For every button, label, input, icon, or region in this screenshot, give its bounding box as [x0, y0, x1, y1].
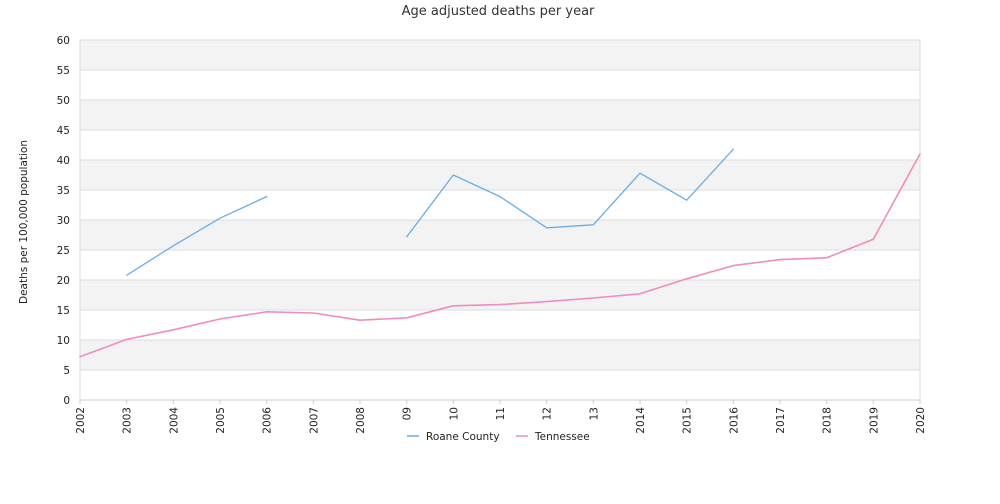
grid-band: [80, 70, 920, 100]
grid-band: [80, 280, 920, 310]
grid-band: [80, 100, 920, 130]
y-tick-label: 35: [57, 185, 70, 197]
grid-band: [80, 160, 920, 190]
y-tick-label: 55: [57, 65, 70, 77]
y-tick-label: 40: [57, 155, 70, 167]
y-tick-label: 60: [57, 35, 70, 47]
x-tick-label: 2006: [262, 407, 274, 434]
x-tick-label: 10: [448, 407, 460, 420]
x-tick-label: 12: [542, 407, 554, 420]
x-tick-label: 09: [402, 407, 414, 420]
series-line-roane-county: [406, 148, 734, 238]
x-tick-label: 2007: [308, 407, 320, 434]
y-tick-labels: 0 5 10 15 20 25 30 35 40 45 50 55 60: [57, 35, 70, 407]
grid-band: [80, 130, 920, 160]
x-tick-label: 11: [495, 407, 507, 420]
series-lines: [79, 148, 921, 358]
x-tick-label: 2019: [868, 407, 880, 434]
legend-label: Roane County: [426, 431, 500, 443]
legend-label: Tennessee: [534, 431, 590, 443]
y-tick-label: 20: [57, 275, 70, 287]
x-tick-label: 2015: [682, 407, 694, 434]
y-tick-label: 0: [63, 395, 70, 407]
chart-title: Age adjusted deaths per year: [402, 4, 595, 19]
y-tick-label: 45: [57, 125, 70, 137]
x-tick-label: 13: [588, 407, 600, 420]
series-line-roane-county: [126, 195, 268, 276]
x-tick-label: 2004: [168, 407, 180, 434]
x-tick-labels: 2002 2003 2004 2005 2006 2007 2008 09 10 11 12 13 20…: [75, 400, 927, 434]
x-tick-label: 2002: [75, 407, 87, 434]
x-tick-label: 2017: [775, 407, 787, 434]
x-tick-label: 2016: [728, 407, 740, 434]
legend: Roane County Tennessee: [407, 431, 590, 443]
x-tick-label: 2014: [635, 407, 647, 434]
grid-band: [80, 190, 920, 220]
y-tick-label: 25: [57, 245, 70, 257]
grid-bands: [80, 40, 920, 400]
series-line-tennessee: [79, 153, 921, 358]
grid-band: [80, 370, 920, 400]
legend-item[interactable]: Tennessee: [516, 431, 590, 443]
y-tick-label: 50: [57, 95, 70, 107]
x-tick-label: 2003: [122, 407, 134, 434]
legend-item[interactable]: Roane County: [407, 431, 500, 443]
y-tick-label: 15: [57, 305, 70, 317]
x-tick-label: 2008: [355, 407, 367, 434]
gridlines: [79, 39, 921, 401]
x-tick-label: 2020: [915, 407, 927, 434]
grid-band: [80, 340, 920, 370]
x-tick-label: 2005: [215, 407, 227, 434]
grid-band: [80, 40, 920, 70]
x-tick-label: 2018: [822, 407, 834, 434]
grid-band: [80, 220, 920, 250]
grid-band: [80, 250, 920, 280]
y-axis-title: Deaths per 100,000 population: [18, 140, 30, 304]
grid-band: [80, 310, 920, 340]
y-tick-label: 30: [57, 215, 70, 227]
y-tick-label: 10: [57, 335, 70, 347]
y-tick-label: 5: [63, 365, 70, 377]
